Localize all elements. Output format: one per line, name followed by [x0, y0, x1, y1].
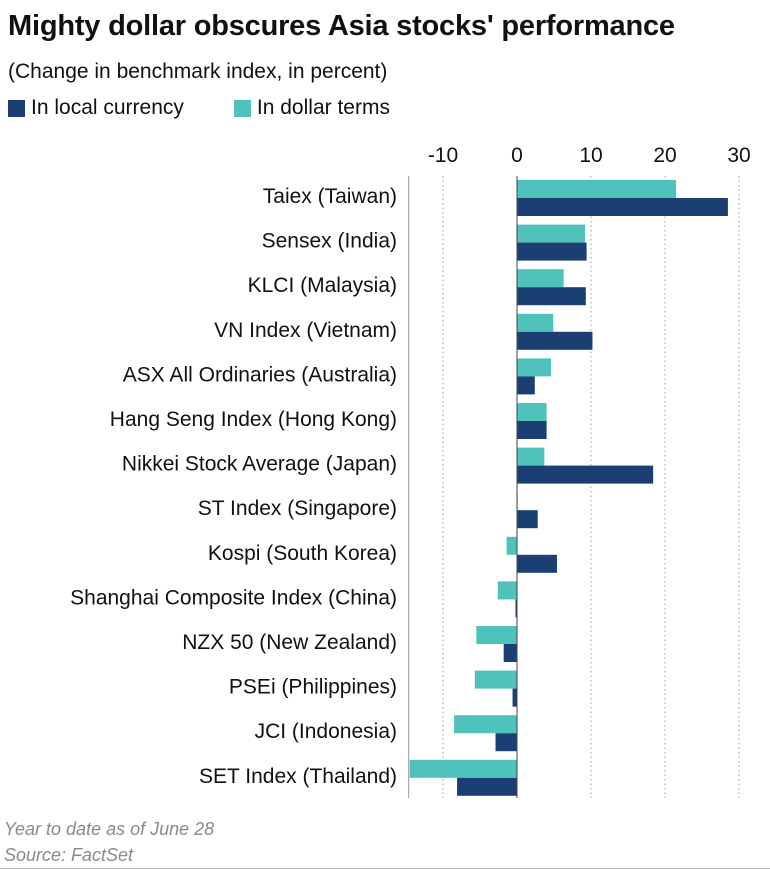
bar-local — [495, 733, 517, 752]
x-tick-label: 0 — [511, 144, 523, 167]
bar-chart: -10 0 10 20 30 Taiex (Taiwan) Sensex (India) KL… — [0, 140, 770, 810]
bar-local — [517, 421, 547, 439]
bar-local — [517, 198, 728, 216]
bar-local — [517, 465, 654, 484]
category-label: VN Index (Vietnam) — [214, 319, 397, 342]
bar-dollar — [517, 269, 564, 288]
legend-label-local: In local currency — [31, 96, 184, 119]
x-tick-label: 30 — [727, 144, 750, 167]
bar-local — [517, 287, 586, 306]
bar-dollar — [506, 536, 517, 555]
bar-dollar — [474, 670, 517, 689]
category-label: Nikkei Stock Average (Japan) — [122, 453, 397, 476]
bar-dollar — [517, 358, 552, 377]
legend-swatch-local — [8, 99, 25, 117]
bar-dollar — [476, 626, 517, 644]
category-label: NZX 50 (New Zealand) — [182, 631, 397, 654]
x-tick-label: 10 — [579, 144, 602, 167]
category-label: SET Index (Thailand) — [199, 765, 397, 788]
category-label: ST Index (Singapore) — [198, 497, 397, 520]
bar-local — [517, 242, 587, 261]
category-label: Kospi (South Korea) — [208, 542, 397, 565]
category-label: Hang Seng Index (Hong Kong) — [110, 408, 397, 431]
bar-local — [517, 554, 557, 573]
bar-dollar — [454, 715, 517, 734]
bar-local — [512, 688, 517, 707]
legend: In local currency In dollar terms — [8, 95, 440, 121]
bar-local — [515, 599, 517, 618]
bar-dollar — [517, 313, 554, 332]
category-label: JCI (Indonesia) — [255, 720, 397, 743]
bar-local — [503, 644, 517, 662]
chart-svg: -10 0 10 20 30 Taiex (Taiwan) Sensex (India) KL… — [70, 144, 751, 798]
bar-dollar — [517, 224, 586, 243]
bar-local — [517, 510, 538, 529]
category-label: Taiex (Taiwan) — [263, 185, 397, 208]
category-label: PSEi (Philippines) — [229, 676, 397, 699]
legend-label-dollar: In dollar terms — [256, 96, 390, 119]
bar-local — [457, 777, 517, 796]
bar-dollar — [409, 759, 517, 778]
x-tick-label: 20 — [653, 144, 676, 167]
source-note: Source: FactSet — [4, 845, 134, 865]
x-tick-label: -10 — [428, 144, 458, 167]
bar-dollar — [517, 447, 545, 466]
legend-swatch-dollar — [233, 99, 251, 117]
bar-local — [517, 376, 535, 395]
category-label: Shanghai Composite Index (China) — [70, 586, 397, 609]
chart-title: Mighty dollar obscures Asia stocks' perf… — [8, 10, 675, 42]
bar-local — [517, 331, 593, 350]
bar-dollar — [517, 403, 547, 421]
legend-item-local: In local currency — [8, 96, 184, 120]
category-label: Sensex (India) — [262, 230, 397, 253]
category-label: ASX All Ordinaries (Australia) — [123, 363, 397, 386]
footnote: Year to date as of June 28 — [4, 819, 215, 839]
category-label: KLCI (Malaysia) — [248, 274, 397, 297]
bar-dollar — [517, 180, 677, 198]
legend-item-dollar: In dollar terms — [233, 96, 390, 120]
bar-dollar — [497, 581, 517, 600]
chart-subtitle: (Change in benchmark index, in percent) — [8, 60, 388, 83]
